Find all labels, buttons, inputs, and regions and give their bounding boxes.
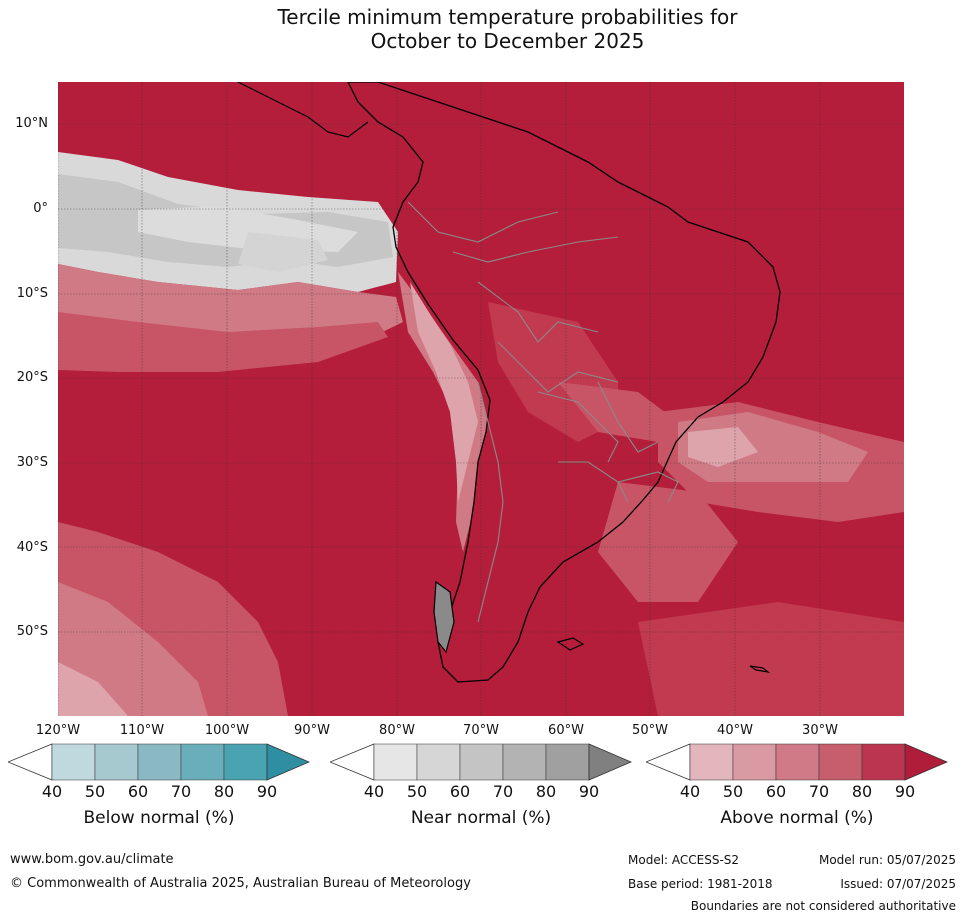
lat-label-30s: 30°S [16,455,48,470]
near-tick-40: 40 [363,782,385,801]
issued-date: Issued: 07/07/2025 [840,877,956,891]
south-america-coastline [347,82,781,683]
south-pacific-lightest [58,662,128,716]
copyright-notice: © Commonwealth of Australia 2025, Austra… [10,876,471,891]
below-tick-90: 90 [256,782,278,801]
boundaries-disclaimer: Boundaries are not considered authoritat… [690,899,956,913]
near-cbar-seg-1 [373,743,418,781]
lon-label-120w: 120°W [35,723,81,738]
title-line-2: October to December 2025 [370,29,645,53]
near-cbar-left-arrow [330,743,375,781]
below-cbar-seg-1 [51,743,96,781]
base-period: Base period: 1981-2018 [628,877,773,891]
lon-label-100w: 100°W [204,723,250,738]
near-normal-label: Near normal (%) [410,808,552,828]
above-normal-label: Above normal (%) [720,808,874,828]
near-tick-70: 70 [492,782,514,801]
below-normal-colorbar [8,743,310,781]
near-cbar-seg-2 [416,743,461,781]
lon-label-90w: 90°W [294,723,330,738]
lon-label-110w: 110°W [119,723,165,738]
central-america-coastline [237,82,369,138]
below-cbar-seg-3 [137,743,182,781]
near-cbar-seg-5 [545,743,590,781]
above-tick-60: 60 [765,782,787,801]
above-cbar-seg-4 [818,743,863,781]
above-cbar-seg-1 [689,743,734,781]
near-tick-90: 90 [578,782,600,801]
below-cbar-left-arrow [8,743,53,781]
below-cbar-seg-5 [223,743,268,781]
lat-label-10n: 10°N [15,116,48,131]
lat-label-10s: 10°S [16,286,48,301]
near-cbar-seg-4 [502,743,547,781]
below-normal-label: Below normal (%) [83,808,235,828]
near-tick-50: 50 [406,782,428,801]
above-cbar-seg-5 [861,743,906,781]
title-line-1: Tercile minimum temperature probabilitie… [277,5,738,29]
interior-light [558,382,678,442]
lat-label-20s: 20°S [16,370,48,385]
below-cbar-seg-4 [180,743,225,781]
atlantic-lightest [688,427,758,467]
above-cbar-seg-3 [775,743,820,781]
above-cbar-seg-2 [732,743,777,781]
above-cbar-left-arrow [646,743,691,781]
near-tick-80: 80 [535,782,557,801]
below-tick-80: 80 [213,782,235,801]
lon-label-60w: 60°W [548,723,584,738]
above-tick-70: 70 [808,782,830,801]
below-cbar-seg-2 [94,743,139,781]
above-normal-60-band [58,312,388,372]
lat-label-40s: 40°S [16,540,48,555]
below-cbar-right-arrow [266,743,310,781]
andes-coastal-light [410,282,478,502]
below-tick-40: 40 [41,782,63,801]
above-tick-90: 90 [894,782,916,801]
atlantic-patch-south [598,482,738,602]
country-borders [407,201,679,623]
andes-coastal-band [398,272,488,552]
website-link[interactable]: www.bom.gov.au/climate [10,852,174,867]
above-cbar-right-arrow [904,743,948,781]
lat-label-50s: 50°S [16,624,48,639]
below-tick-70: 70 [170,782,192,801]
above-tick-50: 50 [722,782,744,801]
probability-map [58,82,904,716]
below-tick-50: 50 [84,782,106,801]
below-tick-60: 60 [127,782,149,801]
falkland-islands [556,637,585,651]
lat-label-0: 0° [33,201,48,216]
chile-fjords [433,580,455,654]
lon-label-50w: 50°W [632,723,668,738]
lon-label-30w: 30°W [802,723,838,738]
lon-label-80w: 80°W [379,723,415,738]
above-normal-colorbar [646,743,948,781]
above-tick-80: 80 [851,782,873,801]
near-cbar-right-arrow [588,743,632,781]
above-tick-40: 40 [679,782,701,801]
near-tick-60: 60 [449,782,471,801]
map-title: Tercile minimum temperature probabilitie… [0,5,965,53]
lon-label-70w: 70°W [463,723,499,738]
model-name: Model: ACCESS-S2 [628,853,740,867]
lon-label-40w: 40°W [717,723,753,738]
near-normal-colorbar [330,743,632,781]
south-georgia-island [749,665,771,673]
south-atlantic-lighter [638,602,904,716]
model-run-date: Model run: 05/07/2025 [818,853,956,867]
near-cbar-seg-3 [459,743,504,781]
near-normal-patch-2 [238,232,328,272]
